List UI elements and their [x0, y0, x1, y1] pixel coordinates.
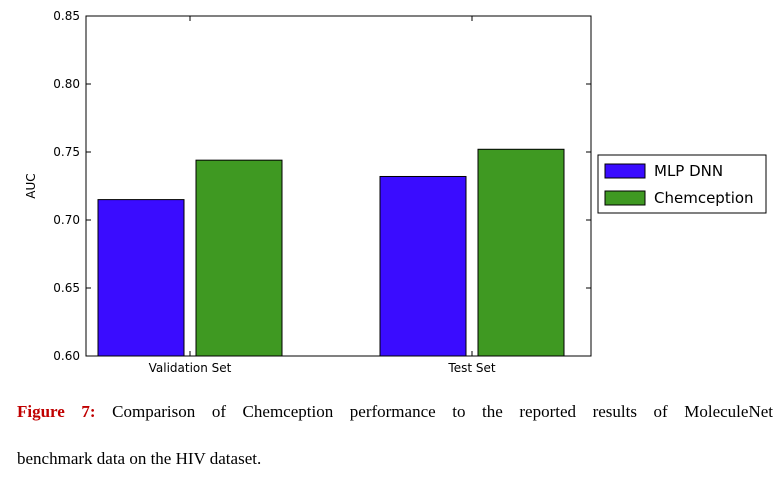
bar-mlp-dnn-test-set — [379, 175, 467, 357]
y-tick-label: 0.80 — [53, 77, 80, 91]
legend: MLP DNN Chemception — [597, 154, 767, 214]
bar-mlp-dnn-validation-set — [97, 199, 185, 357]
bar-chemception-validation-set — [195, 159, 283, 357]
x-tick-label: Test Set — [447, 361, 495, 375]
legend-label-mlp-dnn: MLP DNN — [654, 162, 723, 180]
figure-label: Figure 7: — [17, 402, 96, 421]
caption-text-line2: benchmark data on the HIV dataset. — [17, 449, 262, 468]
y-tick-label: 0.85 — [53, 9, 80, 23]
y-tick-label: 0.65 — [53, 281, 80, 295]
caption-text-line1: Comparison of Chemception performance to… — [95, 402, 773, 421]
y-tick-label: 0.60 — [53, 349, 80, 363]
bar-chemception-test-set — [477, 148, 565, 357]
y-axis-label: AUC — [24, 173, 38, 198]
legend-swatch-mlp-dnn — [604, 163, 646, 179]
legend-label-chemception: Chemception — [654, 189, 754, 207]
legend-swatch-chemception — [604, 190, 646, 206]
bar-chart: 0.60 0.65 0.70 0.75 0.80 0.85 Validation Set T… — [24, 9, 767, 375]
y-tick-label: 0.75 — [53, 145, 80, 159]
figure-caption: Figure 7: Comparison of Chemception perf… — [17, 400, 773, 424]
y-tick-label: 0.70 — [53, 213, 80, 227]
x-tick-label: Validation Set — [149, 361, 232, 375]
